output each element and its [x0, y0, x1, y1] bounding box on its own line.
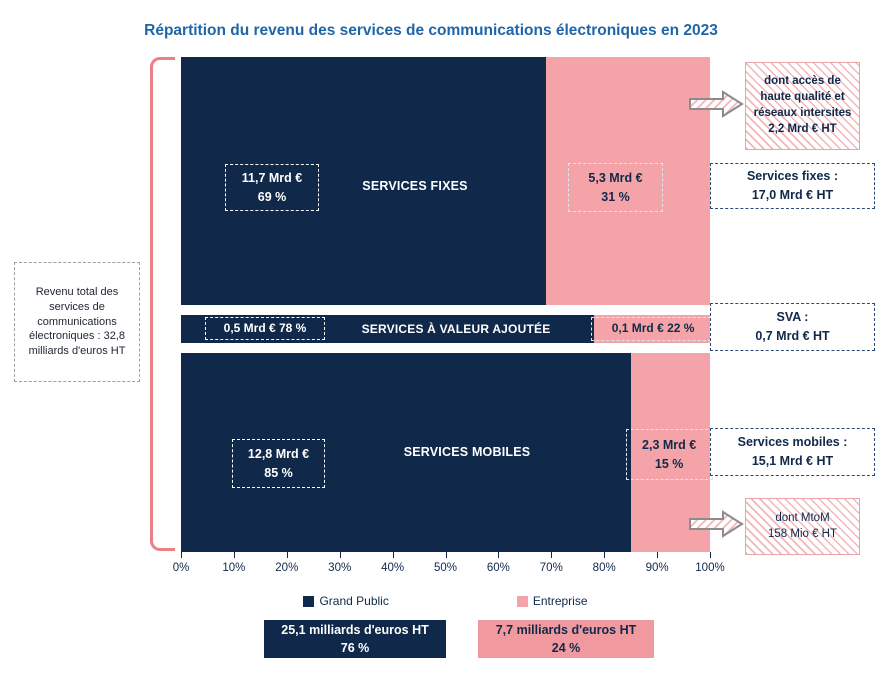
- x-axis-tick-label: 80%: [592, 562, 616, 574]
- arrow-right-icon: [689, 90, 744, 118]
- value-label-fixes-entreprise: 5,3 Mrd € 31 %: [568, 163, 663, 212]
- total-amount: 25,1 milliards d'euros HT: [281, 622, 429, 637]
- tick-mark: [445, 552, 447, 558]
- x-axis-tick-label: 0%: [172, 562, 190, 574]
- value-label-sva-grand-public: 0,5 Mrd € 78 %: [205, 317, 325, 340]
- tick-mark: [339, 552, 341, 558]
- segment-sva-entreprise: 0,1 Mrd € 22 %: [590, 315, 716, 343]
- value-amount: 0,1 Mrd € 22 %: [611, 321, 695, 336]
- tick-mark: [233, 552, 235, 558]
- x-axis-tick-label: 50%: [433, 562, 458, 574]
- value-amount: 12,8 Mrd €: [247, 447, 310, 462]
- total-bracket: [150, 57, 175, 551]
- callout-services-fixes-total: Services fixes : 17,0 Mrd € HT: [710, 163, 875, 209]
- legend-item-grand-public: Grand Public: [303, 594, 389, 608]
- callout-line: 0,7 Mrd € HT: [755, 329, 830, 343]
- legend-label: Entreprise: [532, 594, 588, 608]
- value-amount: 0,5 Mrd € 78 %: [223, 320, 307, 335]
- x-axis-tick-label: 60%: [486, 562, 510, 574]
- segment-fixes-entreprise: 5,3 Mrd € 31 %: [546, 57, 710, 305]
- legend-item-entreprise: Entreprise: [516, 594, 588, 608]
- chart-title: Répartition du revenu des services de co…: [144, 22, 718, 39]
- segment-fixes-grand-public: 11,7 Mrd € 69 % SERVICES FIXES: [181, 57, 546, 305]
- callout-line: Services fixes :: [746, 169, 839, 184]
- x-axis-tick-label: 90%: [645, 562, 669, 574]
- callout-line: 158 Mio € HT: [767, 527, 838, 540]
- value-percent: 69 %: [257, 189, 287, 204]
- bar-label-services-fixes: SERVICES FIXES: [362, 179, 468, 193]
- tick-mark: [181, 552, 182, 558]
- x-axis-tick-label: 40%: [381, 562, 405, 574]
- callout-line: 17,0 Mrd € HT: [751, 188, 834, 202]
- callout-line: 15,1 Mrd € HT: [751, 454, 834, 468]
- value-label-sva-entreprise: 0,1 Mrd € 22 %: [590, 317, 716, 341]
- legend-label: Grand Public: [319, 594, 389, 608]
- value-label-mobiles-grand-public: 12,8 Mrd € 85 %: [232, 439, 325, 488]
- x-axis-tick-label: 30%: [328, 562, 352, 574]
- callout-sva-total: SVA : 0,7 Mrd € HT: [710, 303, 875, 351]
- tick-mark: [657, 552, 659, 558]
- callout-line: dont MtoM: [775, 511, 830, 524]
- bar-services-mobiles: 12,8 Mrd € 85 % SERVICES MOBILES 2,3 Mrd…: [181, 353, 713, 552]
- total-amount: 7,7 milliards d'euros HT: [495, 622, 637, 637]
- x-axis-tick-label: 70%: [539, 562, 563, 574]
- x-axis-tick-label: 20%: [275, 562, 299, 574]
- tick-mark: [551, 552, 553, 558]
- tick-mark: [392, 552, 394, 558]
- value-percent: 85 %: [264, 465, 293, 480]
- value-amount: 5,3 Mrd €: [588, 171, 643, 186]
- value-label-mobiles-entreprise: 2,3 Mrd € 15 %: [625, 429, 713, 480]
- tick-mark: [286, 552, 288, 558]
- tick-mark: [710, 552, 711, 558]
- total-grand-public: 25,1 milliards d'euros HT 76 %: [264, 620, 446, 658]
- value-label-fixes-grand-public: 11,7 Mrd € 69 %: [225, 164, 319, 211]
- total-percent: 24 %: [551, 641, 581, 655]
- legend-swatch-grand-public: [303, 595, 315, 607]
- arrow-right-icon: [689, 510, 744, 538]
- legend: Grand Public Entreprise: [181, 594, 710, 608]
- value-amount: 2,3 Mrd €: [642, 438, 697, 453]
- segment-mobiles-entreprise: 2,3 Mrd € 15 %: [625, 353, 713, 552]
- value-percent: 15 %: [654, 456, 684, 471]
- stacked-bar-chart: 11,7 Mrd € 69 % SERVICES FIXES 5,3 Mrd €…: [173, 57, 725, 657]
- callout-line: SVA :: [776, 310, 809, 325]
- value-percent: 31 %: [601, 189, 630, 204]
- callout-services-mobiles-total: Services mobiles : 15,1 Mrd € HT: [710, 428, 875, 476]
- x-axis-tick-label: 100%: [695, 562, 725, 574]
- x-axis-tick-label: 10%: [222, 562, 246, 574]
- bar-label-services-valeur-ajoutee: SERVICES À VALEUR AJOUTÉE: [361, 322, 551, 336]
- total-entreprise: 7,7 milliards d'euros HT 24 %: [478, 620, 654, 658]
- tick-mark: [498, 552, 500, 558]
- total-percent: 76 %: [340, 641, 370, 655]
- bar-services-valeur-ajoutee: 0,5 Mrd € 78 % SERVICES À VALEUR AJOUTÉE…: [181, 315, 716, 343]
- callout-fixes-entreprise-detail: dont accès de haute qualité et réseaux i…: [745, 62, 860, 150]
- bar-services-fixes: 11,7 Mrd € 69 % SERVICES FIXES 5,3 Mrd €…: [181, 57, 710, 305]
- tick-mark: [604, 552, 606, 558]
- legend-swatch-entreprise: [516, 595, 528, 607]
- segment-mobiles-grand-public: 12,8 Mrd € 85 % SERVICES MOBILES: [181, 353, 631, 552]
- value-amount: 11,7 Mrd €: [241, 171, 303, 186]
- callout-mtom-detail: dont MtoM 158 Mio € HT: [745, 498, 860, 555]
- total-revenue-note: Revenu total des services de communicati…: [14, 262, 140, 382]
- bar-label-services-mobiles: SERVICES MOBILES: [403, 445, 531, 459]
- callout-line: Services mobiles :: [737, 435, 848, 450]
- segment-sva-grand-public: 0,5 Mrd € 78 % SERVICES À VALEUR AJOUTÉE: [181, 315, 594, 343]
